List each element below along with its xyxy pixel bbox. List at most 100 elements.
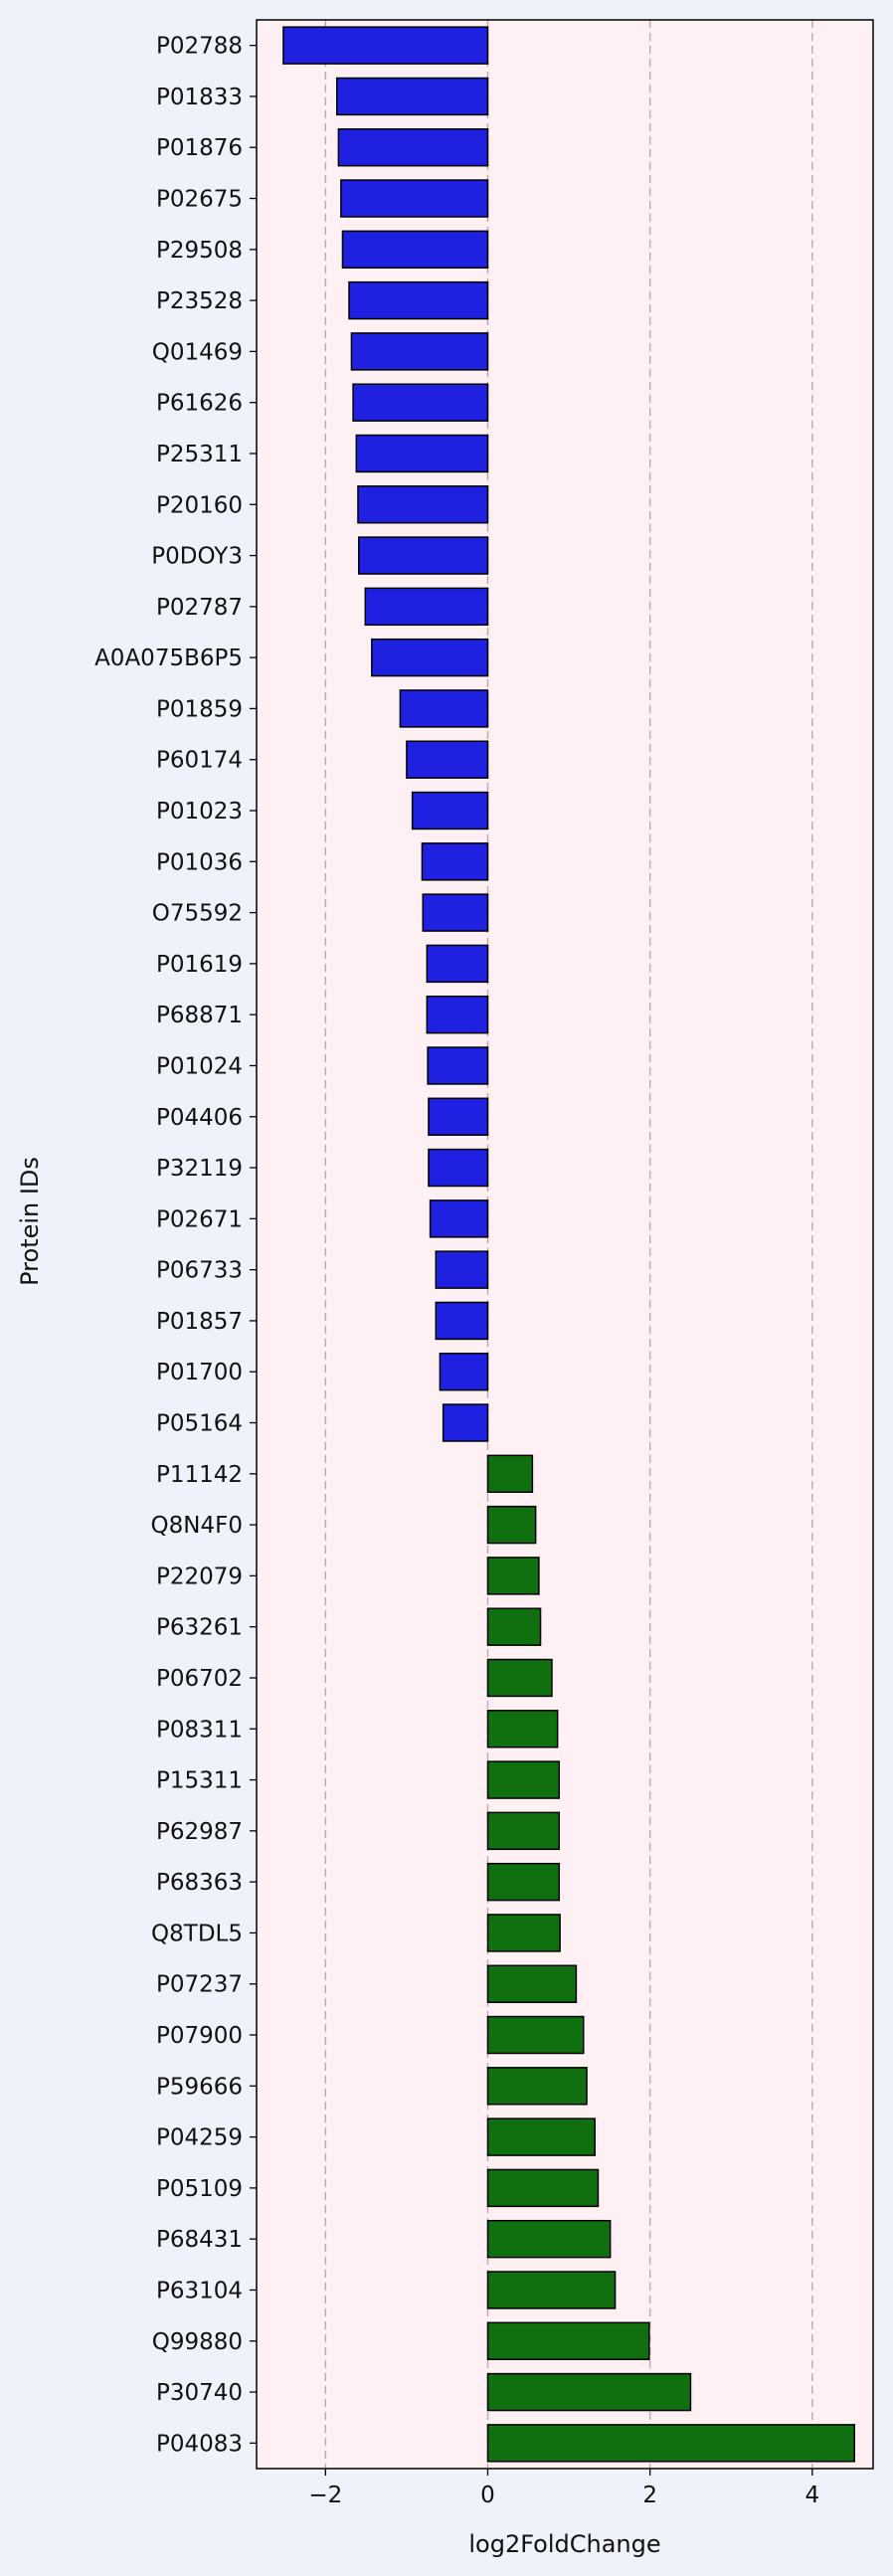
bar: [486, 2321, 650, 2360]
y-tick-label: P01024: [156, 1053, 243, 1079]
y-tick-label: P61626: [156, 391, 243, 417]
y-tick-label: P60174: [156, 748, 243, 774]
bar: [439, 1353, 489, 1391]
y-tick-label: P15311: [156, 1768, 243, 1794]
y-tick-label: P68363: [156, 1870, 243, 1896]
bar: [422, 893, 489, 932]
bar: [348, 280, 489, 320]
y-tick-label: P07900: [156, 2023, 243, 2049]
bar: [486, 1964, 578, 2003]
y-tick-label: P0DOY3: [151, 544, 243, 570]
x-tick-label: 2: [642, 2483, 657, 2508]
plot-background: [257, 20, 873, 2469]
x-tick-label: 4: [804, 2483, 819, 2508]
bar: [486, 1505, 537, 1545]
y-tick-label: P11142: [156, 1462, 243, 1488]
y-tick-label: P68431: [156, 2227, 243, 2253]
bar: [486, 1557, 540, 1595]
bar: [486, 2424, 855, 2463]
bar: [426, 995, 489, 1034]
y-tick-label: P59666: [156, 2074, 243, 2100]
bar: [486, 2168, 600, 2208]
x-axis: −2 0 2 4: [308, 2469, 819, 2508]
bar: [337, 128, 489, 167]
bar: [486, 1811, 561, 1851]
y-tick-label: P02787: [156, 595, 243, 621]
y-tick-label: P04259: [156, 2125, 243, 2151]
y-tick-label: P25311: [156, 442, 243, 467]
bar: [411, 791, 489, 830]
bar: [421, 842, 489, 881]
y-tick-label: P32119: [156, 1156, 243, 1182]
bar: [486, 1658, 553, 1698]
bar: [486, 2015, 585, 2055]
y-tick-label: P05109: [156, 2176, 243, 2202]
bar: [486, 2219, 612, 2259]
y-axis: P02788 P01833 P01876 P02675 P29508 P23528 Q014…: [94, 34, 257, 2457]
bar: [427, 1046, 489, 1085]
bar: [486, 1914, 561, 1952]
bar: [486, 1760, 561, 1799]
bar: [435, 1301, 489, 1341]
y-tick-label: P01023: [156, 799, 243, 825]
y-tick-label: P20160: [156, 492, 243, 518]
y-tick-label: O75592: [152, 901, 243, 927]
y-tick-label: P06733: [156, 1258, 243, 1284]
bar: [399, 689, 489, 728]
y-tick-label: P62987: [156, 1819, 243, 1845]
y-tick-label: P63104: [156, 2278, 243, 2303]
bar: [357, 485, 489, 524]
y-tick-label: P04406: [156, 1105, 243, 1131]
y-axis-label: Protein IDs: [16, 1157, 44, 1286]
y-tick-label: P05164: [156, 1411, 243, 1437]
bar: [350, 332, 489, 371]
y-tick-label: P02675: [156, 187, 243, 213]
bar: [352, 383, 489, 422]
y-tick-label: P68871: [156, 1003, 243, 1028]
bar: [371, 638, 489, 677]
bar: [486, 1710, 559, 1748]
y-tick-label: P04083: [156, 2431, 243, 2457]
y-tick-label: P29508: [156, 238, 243, 264]
bar: [486, 2067, 588, 2106]
bar: [336, 77, 489, 116]
x-axis-label: log2FoldChange: [468, 2530, 660, 2558]
y-tick-label: P01876: [156, 135, 243, 161]
grid-lines: [324, 20, 813, 2469]
bar: [282, 26, 489, 65]
y-tick-label: P02671: [156, 1206, 243, 1232]
y-tick-label: P63261: [156, 1615, 243, 1641]
x-tick-label: 0: [480, 2483, 495, 2508]
bar: [486, 2117, 596, 2156]
y-tick-label: P01859: [156, 696, 243, 722]
y-tick-label: Q99880: [152, 2329, 243, 2355]
y-tick-label: P06702: [156, 1666, 243, 1692]
y-tick-label: Q8N4F0: [151, 1513, 243, 1539]
bar: [428, 1097, 489, 1136]
y-tick-label: P22079: [156, 1564, 243, 1589]
y-tick-label: P07237: [156, 1972, 243, 1998]
bar: [426, 944, 489, 984]
y-tick-label: Q01469: [152, 339, 243, 365]
bar: [358, 536, 489, 575]
bar: [486, 1454, 534, 1494]
bar: [486, 2372, 692, 2412]
bar: [406, 740, 489, 779]
bar: [341, 230, 489, 270]
bar: [429, 1199, 489, 1238]
bar: [364, 587, 489, 627]
y-tick-label: A0A075B6P5: [94, 645, 243, 671]
bars: [282, 26, 855, 2463]
bar: [486, 1607, 542, 1646]
y-tick-label: P01700: [156, 1360, 243, 1385]
plot-frame: [256, 19, 874, 2470]
y-tick-label: P01036: [156, 849, 243, 875]
bar: [486, 1862, 561, 1902]
y-tick-label: P30740: [156, 2380, 243, 2406]
y-tick-label: P02788: [156, 34, 243, 60]
bar: [442, 1403, 489, 1442]
y-tick-label: P01619: [156, 952, 243, 978]
y-tick-label: P01833: [156, 85, 243, 110]
y-tick-label: P01857: [156, 1309, 243, 1335]
x-tick-label: −2: [308, 2483, 342, 2508]
